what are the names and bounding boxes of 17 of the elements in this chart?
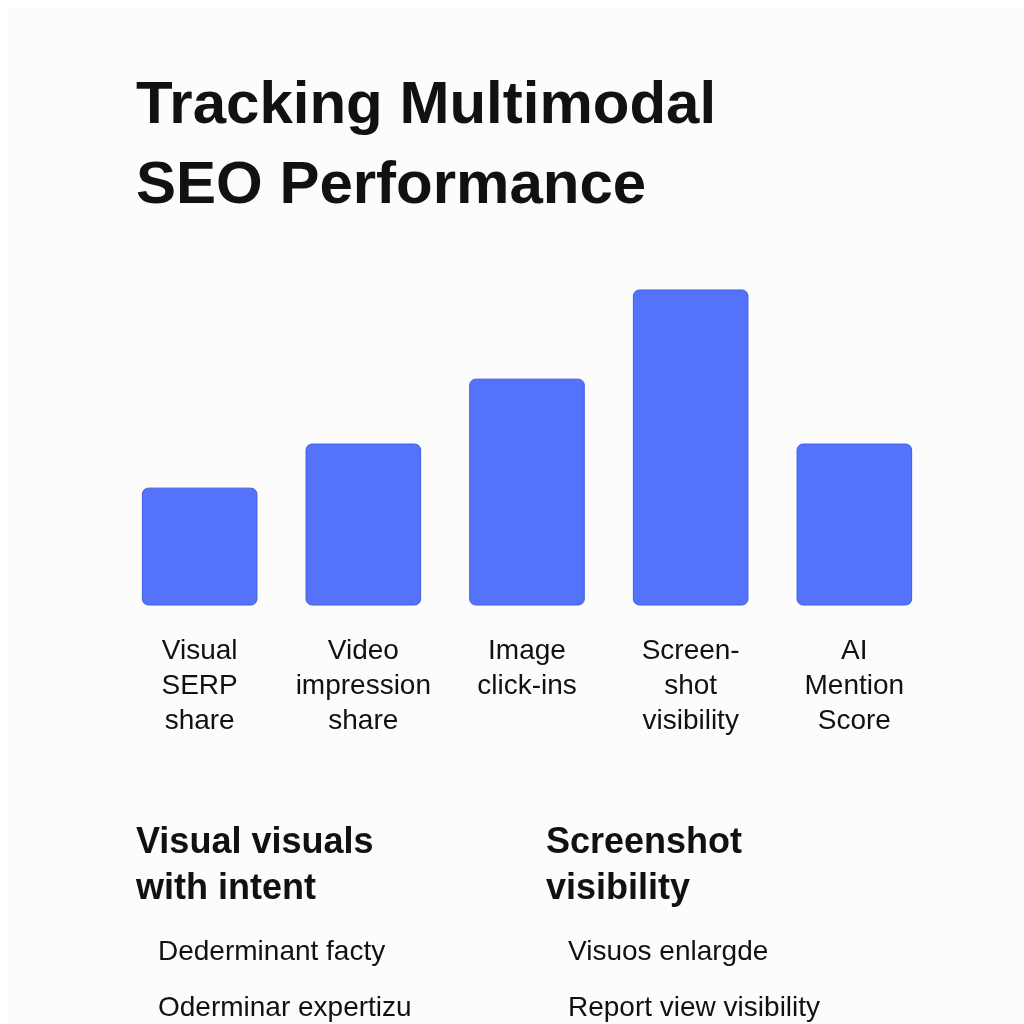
bar	[469, 378, 585, 606]
bar	[305, 443, 422, 606]
text: Visual visuals with intent	[135, 820, 374, 907]
text: Dederminant facty	[158, 935, 386, 966]
x-tick-label: Screen- shot visibility	[641, 634, 740, 735]
bar	[632, 289, 749, 606]
text: Screenshot visibility	[546, 820, 743, 907]
x-tick-label: Video impression share	[295, 634, 432, 735]
bar	[141, 487, 258, 606]
chart-title: Tracking Multimodal SEO Performance	[136, 69, 717, 216]
x-tick-label: Image click-ins	[477, 634, 577, 700]
text: Report view visibility	[568, 991, 821, 1022]
x-tick-label: Visual SERP share	[161, 634, 238, 735]
x-tick-label: AI Mention Score	[804, 634, 905, 735]
text: Visuos enlargde	[568, 935, 769, 966]
text: Oderminar expertizu	[158, 991, 412, 1022]
bar	[796, 443, 913, 606]
